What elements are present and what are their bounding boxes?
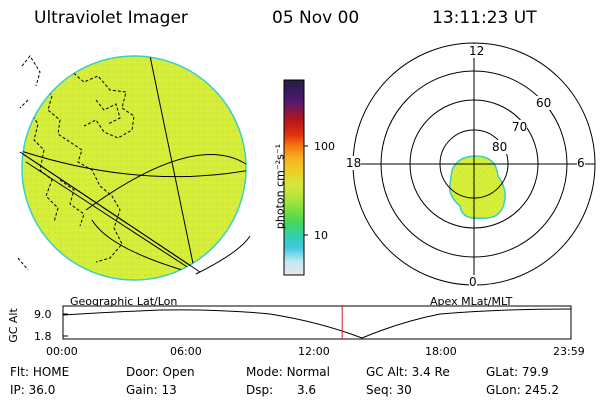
parallel-arc — [85, 154, 246, 211]
geographic-panel-label: Geographic Lat/Lon — [70, 295, 178, 308]
coastline — [59, 179, 85, 227]
status-seq: Seq: 30 — [366, 383, 412, 397]
date-label: 05 Nov 00 — [272, 8, 360, 28]
timeline-x-tick: 12:00 — [298, 345, 330, 358]
parallel-arc — [22, 149, 246, 178]
timeline-x-tick: 06:00 — [170, 345, 202, 358]
timeline-y-tick: 9.0 — [34, 308, 52, 321]
geographic-image — [17, 55, 251, 281]
status-flt: Flt: HOME — [10, 365, 70, 379]
altitude-curve — [62, 308, 572, 339]
auroral-oval — [448, 155, 506, 219]
timeline-y-tick: 1.8 — [34, 330, 52, 343]
parallel-arc — [91, 219, 197, 275]
lat-label-60: 60 — [536, 96, 552, 110]
colorbar — [283, 79, 308, 276]
meridian-line — [25, 161, 199, 275]
status-glat: GLat: 79.9 — [486, 365, 549, 379]
lat-label-70: 70 — [512, 120, 528, 134]
time-label: 13:11:23 UT — [432, 8, 537, 28]
coastline — [19, 99, 29, 109]
colorbar-tick-label: 10 — [314, 229, 328, 242]
instrument-title: Ultraviolet Imager — [34, 8, 188, 28]
timeline-x-tick: 18:00 — [425, 345, 457, 358]
coastline — [21, 55, 41, 87]
coastline — [39, 79, 123, 263]
polar-plot — [352, 42, 596, 286]
coastline — [95, 99, 121, 125]
apex-panel-label: Apex MLat/MLT — [430, 295, 513, 308]
status-ip: IP: 36.0 — [10, 383, 56, 397]
colorbar-tick-label: 100 — [314, 140, 335, 153]
mlt-label-12: 12 — [469, 44, 485, 58]
timeline-x-tick: 23:59 — [553, 345, 585, 358]
mlt-label-18: 18 — [346, 156, 362, 170]
emission-disk — [21, 55, 247, 281]
coastline — [29, 111, 59, 223]
status-door: Door: Open — [126, 365, 195, 379]
lat-label-80: 80 — [492, 140, 508, 154]
status-gain: Gain: 13 — [126, 383, 177, 397]
parallel-arc — [195, 235, 251, 275]
status-glon: GLon: 245.2 — [486, 383, 559, 397]
meridian-line — [149, 56, 197, 279]
altitude-timeline — [62, 305, 572, 340]
status-dsp: Dsp: 3.6 — [246, 383, 317, 397]
coastline — [69, 69, 135, 139]
mlt-label-0: 0 — [469, 275, 477, 289]
timeline-x-tick: 00:00 — [46, 345, 78, 358]
mlt-label-6: 6 — [577, 156, 585, 170]
status-mode: Mode: Normal — [246, 365, 330, 379]
meridian-line — [19, 151, 201, 273]
coastline — [17, 257, 29, 271]
status-gc-alt: GC Alt: 3.4 Re — [366, 365, 450, 379]
